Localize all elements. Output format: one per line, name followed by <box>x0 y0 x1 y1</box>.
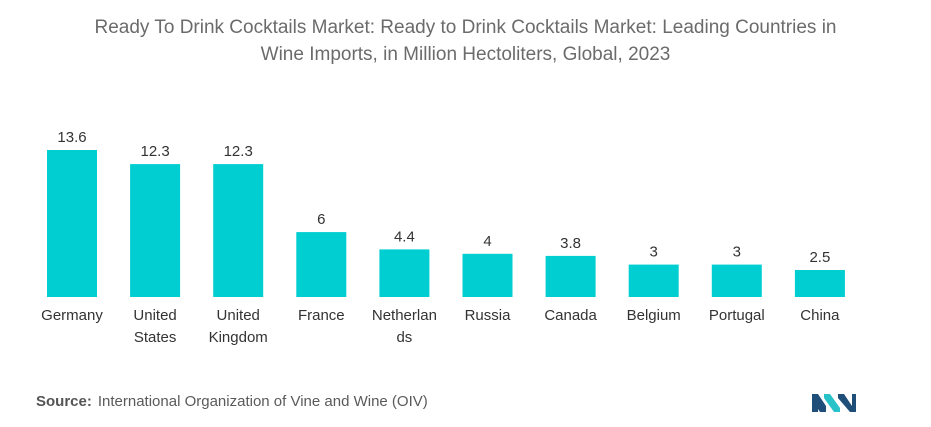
logo-middle-stroke <box>824 394 840 412</box>
bar <box>213 164 264 297</box>
bar <box>296 232 347 297</box>
category-label: Kingdom <box>209 329 268 346</box>
bar-value-label: 2.5 <box>809 249 830 266</box>
bar-value-label: 6 <box>317 211 325 228</box>
chart-title-line-1: Ready To Drink Cocktails Market: Ready t… <box>94 17 837 38</box>
category-label: ds <box>396 329 412 346</box>
category-label: France <box>298 307 345 324</box>
logo-left-stroke <box>812 394 826 412</box>
category-label: Netherlan <box>372 307 437 324</box>
category-label: Portugal <box>709 307 765 324</box>
category-label: Germany <box>41 307 103 324</box>
bar <box>628 264 679 297</box>
bar-value-label: 3 <box>650 244 658 261</box>
category-label: United <box>217 307 260 324</box>
source-note: Source: International Organization of Vin… <box>36 393 428 410</box>
bar <box>545 255 596 297</box>
bar-value-label: 13.6 <box>57 129 86 146</box>
bar-value-label: 4 <box>483 233 491 250</box>
bar <box>130 164 181 297</box>
category-label: Canada <box>544 307 597 324</box>
category-label: China <box>800 307 840 324</box>
category-label: Belgium <box>627 307 681 324</box>
bar <box>711 264 762 297</box>
category-label: United <box>133 307 176 324</box>
chart-title: Ready To Drink Cocktails Market: Ready t… <box>0 14 931 68</box>
bar <box>794 270 845 297</box>
category-label: Russia <box>465 307 512 324</box>
source-label: Source: <box>36 393 92 410</box>
source-text: International Organization of Vine and W… <box>97 393 428 410</box>
mordor-intelligence-logo-icon <box>812 394 856 412</box>
chart-title-line-2: Wine Imports, in Million Hectoliters, Gl… <box>260 44 671 65</box>
bar <box>462 253 513 297</box>
bar-value-label: 12.3 <box>140 143 169 160</box>
bar <box>47 150 97 297</box>
bar-value-label: 12.3 <box>224 143 253 160</box>
bar-value-label: 3 <box>733 244 741 261</box>
bar <box>379 249 430 297</box>
logo-right-stroke <box>838 394 856 412</box>
bar-value-label: 4.4 <box>394 228 415 245</box>
category-label: States <box>134 329 177 346</box>
bar-value-label: 3.8 <box>560 235 581 252</box>
